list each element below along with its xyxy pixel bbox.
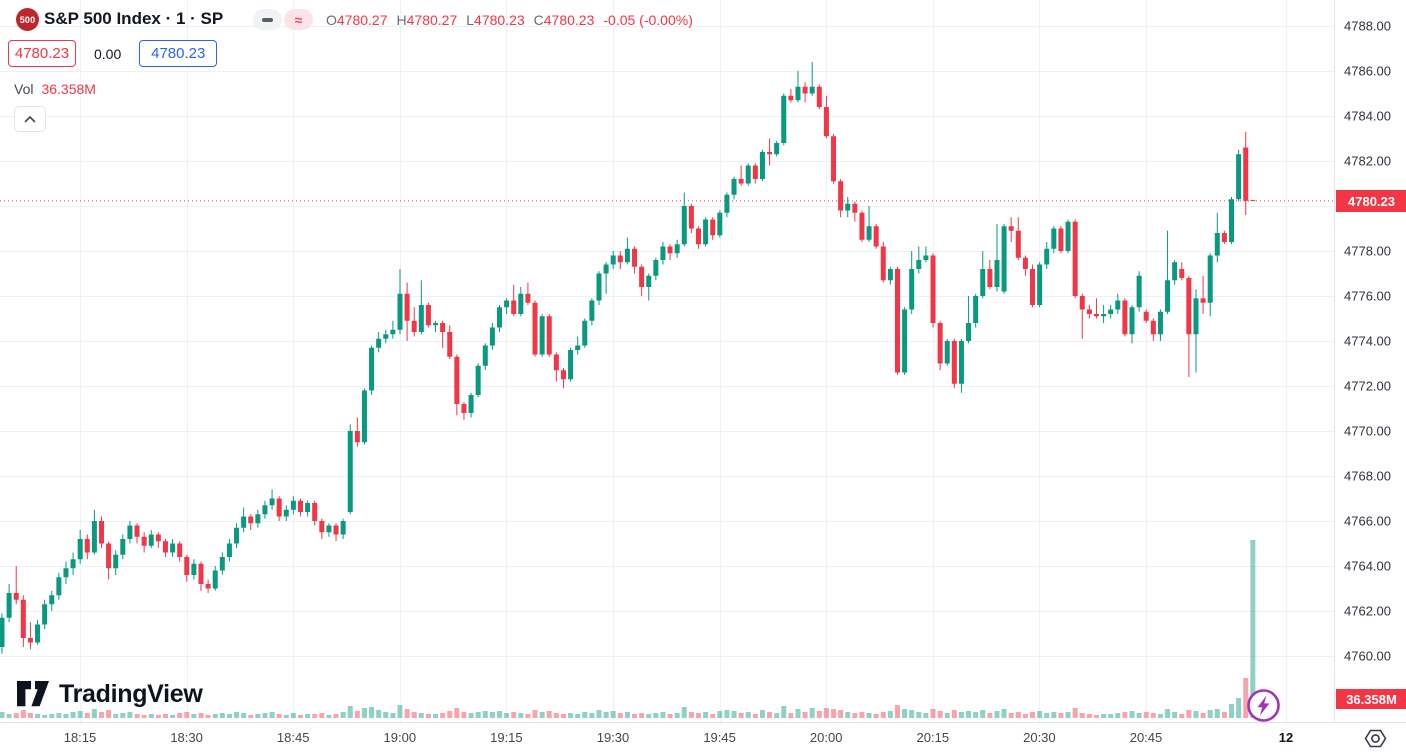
quote-row: 4780.23 0.00 4780.23 xyxy=(8,40,218,67)
scales-settings-icon xyxy=(1364,729,1387,747)
price-axis-label: 4760.00 xyxy=(1344,648,1391,664)
high-value: 4780.27 xyxy=(406,12,458,28)
price-axis[interactable]: 4780.23 36.358M 4788.00 4786.00 4784.00 478… xyxy=(1334,0,1406,722)
tradingview-logo-icon xyxy=(17,681,49,707)
legend-collapse-button[interactable] xyxy=(253,9,282,30)
open-value: 4780.27 xyxy=(336,12,388,28)
price-axis-label: 4778.00 xyxy=(1344,243,1391,259)
close-label: C xyxy=(533,12,544,28)
chart-plot-area[interactable]: TradingView xyxy=(0,0,1334,722)
price-axis-label: 4774.00 xyxy=(1344,333,1391,349)
time-axis-label: 18:30 xyxy=(170,730,203,745)
price-axis-label: 4762.00 xyxy=(1344,603,1391,619)
volume-tag: 36.358M xyxy=(1336,689,1406,709)
candlestick-chart[interactable] xyxy=(0,0,1334,722)
flash-boost-button[interactable] xyxy=(1246,688,1281,723)
price-axis-label: 4782.00 xyxy=(1344,153,1391,169)
price-axis-label: 4776.00 xyxy=(1344,288,1391,304)
time-axis-label: 19:15 xyxy=(490,730,523,745)
price-axis-label: 4786.00 xyxy=(1344,63,1391,79)
last-price-tag: 4780.23 xyxy=(1336,190,1406,212)
time-axis-label: 20:00 xyxy=(809,730,843,745)
low-value: 4780.23 xyxy=(474,12,525,28)
close-value: 4780.23 xyxy=(543,12,595,28)
volume-readout: Vol 36.358M xyxy=(14,81,96,97)
date-tick-label: 12 xyxy=(1278,730,1294,745)
price-axis-label: 4772.00 xyxy=(1344,378,1391,394)
price-axis-label: 4768.00 xyxy=(1344,468,1391,484)
axis-settings-button[interactable] xyxy=(1362,727,1389,749)
price-axis-label: 4770.00 xyxy=(1344,423,1391,439)
time-axis-label: 19:00 xyxy=(383,730,417,745)
symbol-title[interactable]: S&P 500 Index · 1 · SP xyxy=(44,9,224,28)
buy-button[interactable]: 4780.23 xyxy=(139,40,218,67)
price-axis-label: 4766.00 xyxy=(1344,513,1391,529)
lightning-icon xyxy=(1247,689,1280,722)
time-axis-label: 20:15 xyxy=(916,730,950,745)
high-label: H xyxy=(396,12,407,28)
dash-icon xyxy=(262,17,273,22)
time-axis-label: 18:45 xyxy=(276,730,310,745)
approx-icon: ≈ xyxy=(294,11,303,28)
time-axis-label: 18:15 xyxy=(63,730,97,745)
legend-toggle-pills: ≈ xyxy=(253,9,313,30)
time-axis-label: 20:45 xyxy=(1129,730,1163,745)
chevron-up-icon xyxy=(24,115,36,123)
time-axis-label: 19:30 xyxy=(596,730,630,745)
open-label: O xyxy=(326,12,337,28)
low-label: L xyxy=(466,12,475,28)
time-axis-label: 19:45 xyxy=(703,730,736,745)
tradingview-watermark[interactable]: TradingView xyxy=(16,680,203,709)
watermark-text: TradingView xyxy=(59,680,203,708)
spread-value: 0.00 xyxy=(94,45,122,62)
ohlc-readout: O4780.27 H4780.27 L4780.23 C4780.23 -0.05 (-… xyxy=(326,12,693,28)
price-axis-label: 4764.00 xyxy=(1344,558,1391,574)
collapse-legend-button[interactable] xyxy=(14,106,46,132)
symbol-logo-badge[interactable]: 500 xyxy=(16,8,39,31)
price-axis-label: 4788.00 xyxy=(1344,18,1391,34)
sell-button[interactable]: 4780.23 xyxy=(8,40,76,67)
price-axis-label: 4784.00 xyxy=(1344,108,1391,124)
time-axis[interactable]: 12 18:15 18:30 18:45 19:00 19:15 19:30 19:45 20… xyxy=(0,722,1406,752)
time-axis-label: 20:30 xyxy=(1023,730,1056,745)
change-value: -0.05 (-0.00%) xyxy=(603,12,693,28)
volume-label: Vol xyxy=(14,81,34,97)
approx-values-button[interactable]: ≈ xyxy=(284,9,313,30)
volume-value: 36.358M xyxy=(41,81,96,97)
